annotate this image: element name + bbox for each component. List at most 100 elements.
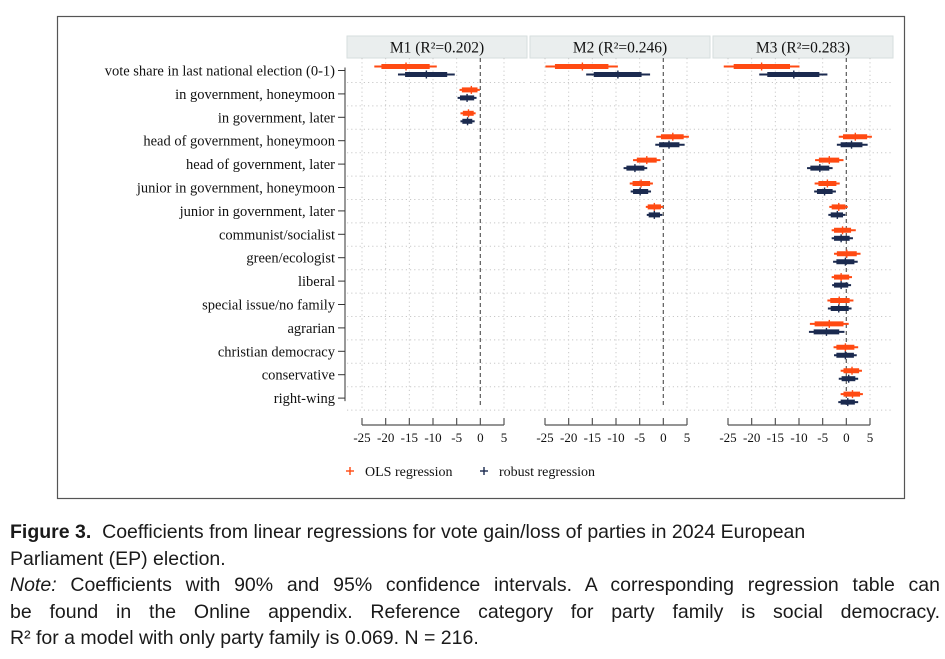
x-tick-label: -20 xyxy=(743,430,760,445)
legend-label: OLS regression xyxy=(365,465,453,480)
caption-title-line-1: Figure 3. Coefficients from linear regre… xyxy=(10,519,940,546)
coefficient-estimate xyxy=(460,109,476,118)
y-tick-label: special issue/no family xyxy=(202,298,336,314)
panel-title: M2 (R²=0.246) xyxy=(573,40,667,57)
coefficient-estimate xyxy=(831,234,853,243)
y-tick-label: junior in government, later xyxy=(179,204,336,220)
x-tick-label: 0 xyxy=(843,430,850,445)
x-tick-label: -5 xyxy=(817,430,828,445)
y-tick-label: communist/socialist xyxy=(219,227,335,243)
coefficient-estimate xyxy=(834,351,857,360)
coefficient-estimate xyxy=(809,319,849,328)
coefficient-plot-figure: vote share in last national election (0-… xyxy=(56,15,906,500)
note-label: Note: xyxy=(10,574,57,596)
y-tick-label: head of government, honeymoon xyxy=(143,134,335,150)
coefficient-estimate xyxy=(586,70,651,79)
coefficient-estimate xyxy=(815,156,844,165)
legend-label: robust regression xyxy=(499,465,595,480)
coefficient-estimate xyxy=(645,202,664,211)
x-tick-label: -5 xyxy=(634,430,645,445)
x-tick-label: -25 xyxy=(719,430,736,445)
panel-strip xyxy=(346,35,528,59)
coefficient-estimate xyxy=(840,390,863,399)
coefficient-estimate xyxy=(814,187,836,196)
coefficient-estimate xyxy=(807,164,833,173)
panel-3: M3 (R²=0.283) -25 -20 -15 -10 -5 0 5 xyxy=(712,35,894,445)
coefficient-estimate xyxy=(545,62,618,71)
coefficient-estimate xyxy=(840,366,862,375)
coefficient-estimate xyxy=(814,179,840,188)
y-tick-label: conservative xyxy=(262,368,335,384)
coefficient-estimate xyxy=(833,257,858,266)
x-tick-label: -20 xyxy=(560,430,577,445)
coefficient-estimate xyxy=(623,164,648,173)
caption-title-text: Coefficients from linear regressions for… xyxy=(102,521,806,543)
coefficient-estimate xyxy=(723,62,800,71)
coefficient-estimate xyxy=(838,132,872,141)
x-tick-label: -25 xyxy=(536,430,553,445)
coefficient-estimate xyxy=(374,62,437,71)
coefficient-estimate xyxy=(828,210,846,219)
x-tick-label: -10 xyxy=(607,430,624,445)
coefficient-estimate xyxy=(460,117,475,126)
caption-note-line-2: be found in the Online appendix. Referen… xyxy=(10,600,940,623)
note-text-1: Coefficients with 90% and 95% confidence… xyxy=(70,574,940,596)
y-tick-label: agrarian xyxy=(288,321,336,337)
y-tick-label: in government, later xyxy=(218,110,335,126)
x-tick-label: -20 xyxy=(377,430,394,445)
x-tick-label: -25 xyxy=(353,430,370,445)
coefficient-estimate xyxy=(630,187,652,196)
x-tick-label: -10 xyxy=(790,430,807,445)
x-tick-label: -5 xyxy=(451,430,462,445)
coefficient-estimate xyxy=(831,226,856,235)
legend: OLS regression robust regression xyxy=(346,465,595,480)
coefficient-estimate xyxy=(838,398,859,407)
coefficient-estimate xyxy=(827,304,852,313)
panel-title: M1 (R²=0.202) xyxy=(390,40,484,57)
coefficient-estimate xyxy=(832,281,852,290)
y-tick-label: head of government, later xyxy=(186,157,335,173)
coefficient-estimate xyxy=(656,132,689,141)
coefficient-estimate xyxy=(829,202,848,211)
x-tick-label: -15 xyxy=(584,430,601,445)
figure-caption: Figure 3. Coefficients from linear regre… xyxy=(10,519,940,652)
figure-label: Figure 3. xyxy=(10,521,92,543)
panel-title: M3 (R²=0.283) xyxy=(756,40,850,57)
coefficient-estimate xyxy=(397,70,455,79)
y-tick-label: in government, honeymoon xyxy=(175,87,336,103)
coefficient-estimate xyxy=(629,179,653,188)
coefficient-estimate xyxy=(831,273,853,282)
x-tick-label: -15 xyxy=(401,430,418,445)
caption-note-line-1: Note: Coefficients with 90% and 95% conf… xyxy=(10,572,940,599)
panel-strip xyxy=(712,35,894,59)
caption-note-line-3: R² for a model with only party family is… xyxy=(10,627,479,649)
coefficient-estimate xyxy=(833,343,859,352)
legend-item: robust regression xyxy=(480,465,595,480)
legend-item: OLS regression xyxy=(346,465,453,480)
figure-frame xyxy=(56,15,906,500)
x-tick-label: 0 xyxy=(660,430,667,445)
x-tick-label: 5 xyxy=(867,430,874,445)
coefficient-estimate xyxy=(836,140,868,149)
y-tick-label: right-wing xyxy=(274,391,335,407)
coefficient-estimate xyxy=(759,70,828,79)
coefficient-estimate xyxy=(655,140,685,149)
coefficient-estimate xyxy=(457,93,477,102)
x-tick-label: 5 xyxy=(684,430,691,445)
coefficient-estimate xyxy=(834,249,861,258)
coefficient-estimate xyxy=(838,374,859,383)
y-tick-label: junior in government, honeymoon xyxy=(136,181,336,197)
coefficient-estimate xyxy=(827,296,854,305)
y-tick-label: green/ecologist xyxy=(246,251,335,267)
panel-strip xyxy=(529,35,711,59)
y-tick-label: liberal xyxy=(298,274,335,290)
panel-1: M1 (R²=0.202) -25 -20 -15 -10 -5 0 5 xyxy=(346,35,528,445)
caption-title-line-2: Parliament (EP) election. xyxy=(10,547,226,570)
coefficient-estimate xyxy=(459,85,480,94)
x-tick-label: -15 xyxy=(767,430,784,445)
y-tick-label: vote share in last national election (0-… xyxy=(105,64,335,80)
coefficient-estimate xyxy=(646,210,663,219)
x-tick-label: 0 xyxy=(477,430,484,445)
x-tick-label: 5 xyxy=(501,430,508,445)
coefficient-estimate xyxy=(808,327,845,336)
